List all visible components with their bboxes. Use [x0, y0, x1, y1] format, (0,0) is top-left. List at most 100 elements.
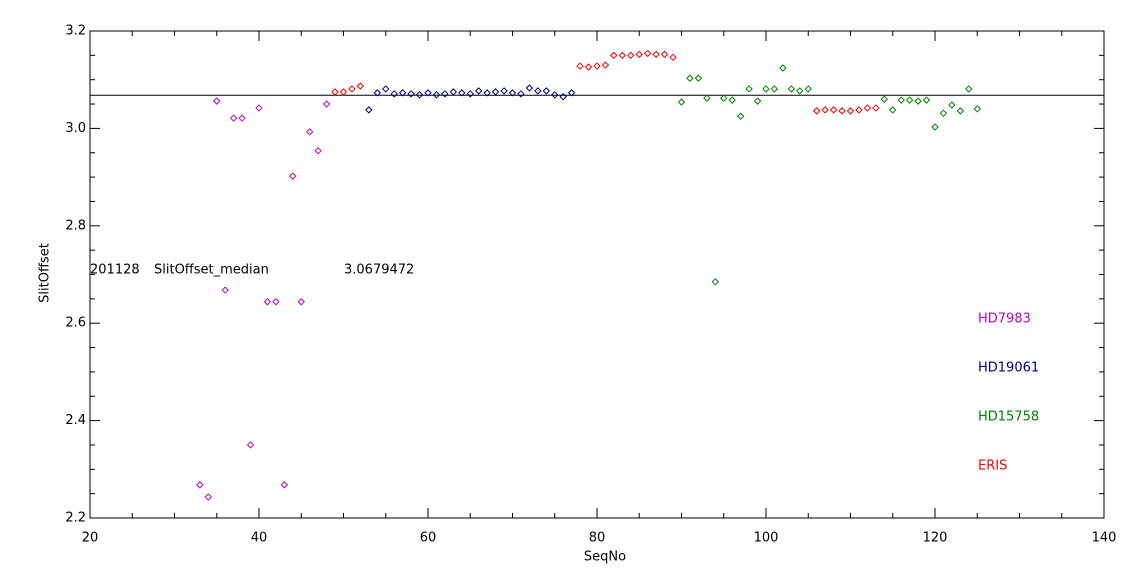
data-point	[880, 95, 889, 103]
data-point	[339, 88, 348, 96]
data-point	[635, 50, 643, 59]
data-point	[559, 93, 567, 101]
data-point	[196, 481, 204, 489]
data-point	[804, 85, 812, 93]
data-point	[779, 64, 787, 72]
data-point	[517, 90, 525, 98]
data-point	[491, 88, 500, 96]
data-point	[863, 104, 872, 112]
data-point	[956, 107, 965, 115]
y-axis-title: SlitOffset	[38, 243, 53, 303]
data-point	[272, 298, 280, 306]
data-point	[314, 147, 322, 155]
y-tick-label: 2.4	[65, 413, 86, 428]
data-point	[382, 85, 390, 93]
legend-label: HD7983	[978, 312, 1031, 327]
x-tick-label: 80	[589, 531, 606, 546]
data-point	[838, 107, 846, 115]
x-tick-label: 40	[251, 531, 268, 546]
y-tick-label: 3.2	[65, 24, 86, 39]
data-point	[238, 114, 246, 122]
data-point	[525, 84, 534, 92]
data-point	[500, 87, 508, 95]
data-point	[280, 481, 289, 489]
data-point	[601, 61, 610, 69]
y-tick-label: 2.2	[65, 511, 86, 526]
data-point	[889, 106, 897, 114]
data-point	[305, 128, 314, 136]
data-point	[424, 89, 432, 97]
data-point	[905, 96, 914, 104]
data-point	[221, 286, 229, 294]
data-point	[356, 82, 365, 90]
y-tick-label: 2.8	[65, 218, 86, 233]
data-point	[542, 87, 551, 95]
data-point	[914, 97, 922, 105]
data-point	[551, 91, 559, 99]
data-point	[204, 493, 213, 501]
data-point	[846, 107, 855, 115]
data-point	[593, 62, 601, 70]
data-point	[322, 100, 331, 108]
data-point	[289, 172, 297, 180]
x-tick-label: 120	[923, 531, 948, 546]
legend-label: ERIS	[978, 459, 1007, 474]
data-point	[948, 101, 956, 109]
data-point	[627, 51, 635, 60]
data-point	[474, 87, 483, 95]
data-point	[441, 90, 449, 98]
data-point	[432, 91, 441, 99]
data-point	[390, 90, 398, 98]
data-point	[762, 85, 770, 93]
data-point	[246, 441, 255, 449]
data-point	[821, 106, 829, 114]
data-point	[753, 97, 762, 105]
data-point	[584, 63, 593, 71]
data-point	[213, 97, 221, 105]
data-point	[466, 90, 474, 98]
data-point	[736, 112, 745, 120]
data-point	[483, 89, 491, 97]
data-point	[660, 50, 669, 59]
data-point	[618, 51, 627, 60]
data-point	[728, 96, 736, 104]
x-tick-label: 20	[82, 531, 99, 546]
data-point	[415, 91, 424, 99]
data-point	[331, 88, 339, 96]
annotation-label: SlitOffset_median	[154, 263, 269, 278]
data-point	[373, 89, 382, 97]
data-point	[686, 74, 694, 82]
data-point	[365, 106, 373, 114]
data-point	[449, 88, 458, 96]
legend-label: HD15758	[978, 410, 1039, 425]
x-axis-title: SeqNo	[584, 550, 626, 565]
data-point	[297, 298, 305, 306]
data-point	[407, 90, 415, 98]
data-point	[855, 106, 863, 114]
y-tick-label: 3.0	[65, 121, 86, 136]
data-point	[669, 53, 677, 62]
data-point	[348, 85, 356, 93]
data-point	[770, 85, 779, 93]
y-tick-label: 2.6	[65, 316, 86, 331]
data-point	[567, 89, 576, 97]
data-point	[694, 74, 703, 82]
data-point	[711, 278, 720, 286]
data-point	[787, 85, 796, 93]
data-point	[534, 87, 542, 95]
data-point	[922, 96, 931, 104]
data-point	[720, 94, 728, 102]
data-point	[398, 89, 407, 97]
data-point	[255, 104, 263, 112]
data-point	[229, 114, 238, 122]
x-tick-label: 60	[420, 531, 437, 546]
data-point	[652, 50, 660, 59]
data-point	[931, 123, 939, 131]
legend-label: HD19061	[978, 361, 1039, 376]
x-tick-label: 100	[754, 531, 779, 546]
data-point	[458, 89, 466, 97]
data-point	[610, 51, 618, 60]
annotation-date: 201128	[90, 263, 140, 278]
data-point	[965, 85, 973, 93]
